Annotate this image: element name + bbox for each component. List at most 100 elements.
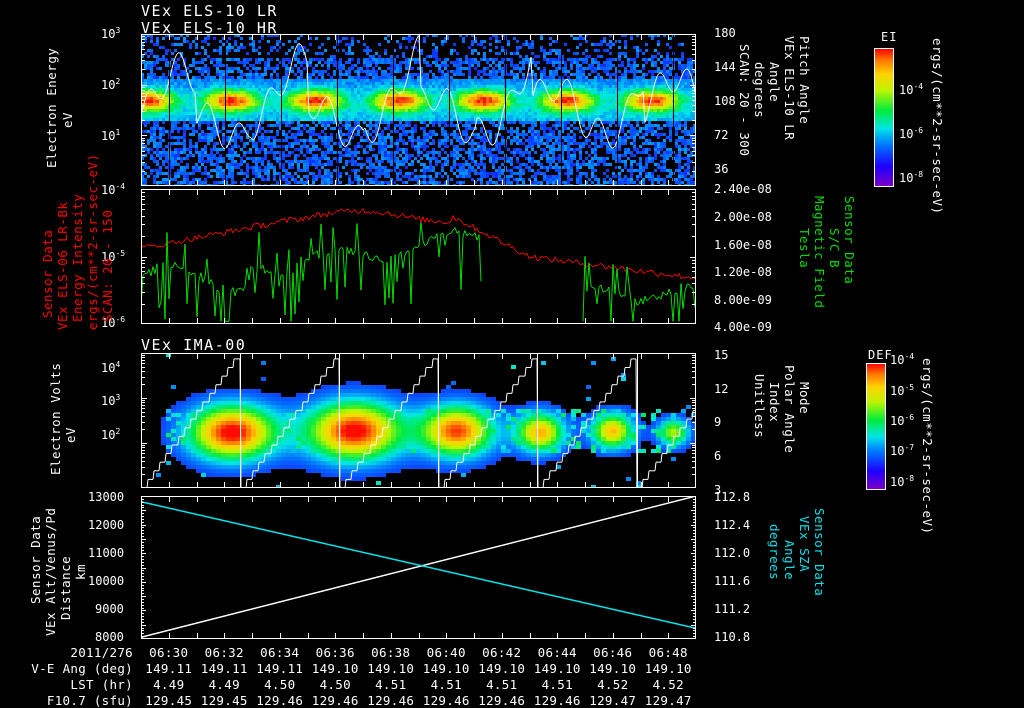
altitude-sza-plot (141, 496, 696, 639)
bottom-row-value: 4.50 (319, 677, 351, 692)
panel3-title: VEx IMA-00 (141, 336, 247, 354)
panel2-right-name-3: Tesla (797, 228, 812, 269)
bottom-row-value: 129.46 (256, 693, 304, 708)
panel4-ytick-12000: 12000 (88, 518, 125, 532)
panel4-ytick-8000: 8000 (95, 630, 124, 644)
bottom-row-value: 129.47 (589, 693, 637, 708)
bottom-row-label: 2011/276 (70, 645, 133, 660)
panel3-ytick-e3: 103 (101, 393, 121, 408)
panel2-rtick-5: 4.00e-09 (714, 320, 772, 334)
bottom-row-value: 129.46 (422, 693, 470, 708)
panel2-rtick-1: 2.00e-08 (714, 210, 772, 224)
panel1-left-axis-name: Electron Energy (44, 47, 59, 168)
panel3-left-axis-name: Electron Volts (48, 362, 63, 475)
bottom-row-label: V-E Ang (deg) (31, 661, 133, 676)
panel3-ytick-e2: 102 (101, 427, 121, 442)
panel1-right-name-1: VEx ELS-10 LR (782, 36, 797, 141)
ei-colorbar-units: ergs/(cm**2-sr-sec-eV) (930, 38, 945, 215)
bottom-row-value: 129.46 (533, 693, 581, 708)
panel1-left-axis-unit: eV (60, 111, 75, 128)
panel2-left-name-0: Sensor Data (40, 229, 55, 318)
panel2-rtick-4: 8.00e-09 (714, 293, 772, 307)
ima-spectrogram-plot (141, 353, 696, 488)
panel2-left-name-3: ergs/(cm**2-sr-sec-eV) (85, 153, 100, 330)
bottom-row-value: 149.10 (478, 661, 526, 676)
bottom-row-value: 129.45 (200, 693, 248, 708)
bottom-row-label: LST (hr) (70, 677, 133, 692)
panel1-rtick-180: 180 (714, 26, 736, 40)
panel3-right-name-2: Index (767, 382, 782, 423)
panel4-right-name-2: Angle (782, 540, 797, 581)
energy-intensity-bfield-plot (141, 189, 696, 324)
panel4-rtick-4: 111.2 (714, 602, 751, 616)
bottom-row-value: 149.10 (422, 661, 470, 676)
bottom-row-value: 149.10 (533, 661, 581, 676)
bottom-row-value: 4.49 (153, 677, 185, 692)
panel3-ytick-e4: 104 (101, 360, 121, 375)
panel3-right-name-3: Unitless (752, 374, 767, 439)
panel4-rtick-3: 111.6 (714, 574, 751, 588)
bottom-row-value: 149.10 (589, 661, 637, 676)
bottom-row-value: 06:40 (426, 645, 466, 660)
bottom-row-value: 4.51 (486, 677, 518, 692)
panel4-rtick-0: 112.8 (714, 490, 751, 504)
panel1-title-lr: VEx ELS-10 LR (141, 2, 278, 20)
def-colorbar-tick-3: 10-7 (890, 443, 915, 458)
panel4-ytick-11000: 11000 (88, 546, 125, 560)
def-colorbar-units: ergs/(cm**2-sr-sec-eV) (920, 358, 935, 535)
bottom-row-value: 129.46 (367, 693, 415, 708)
bottom-row-value: 4.50 (264, 677, 296, 692)
bottom-row-value: 4.49 (208, 677, 240, 692)
panel4-ytick-9000: 9000 (95, 602, 124, 616)
panel2-rtick-2: 1.60e-08 (714, 238, 772, 252)
panel2-right-name-0: Sensor Data (842, 196, 857, 285)
panel4-right-name-3: degrees (767, 524, 782, 581)
bottom-row-value: 149.10 (644, 661, 692, 676)
panel4-left-name-0: Sensor Data (28, 515, 43, 604)
panel4-left-name-3: km (73, 563, 88, 580)
bottom-row-value: 4.51 (541, 677, 573, 692)
panel1-ytick-100: 102 (101, 77, 121, 92)
panel3-right-name-0: Mode (797, 382, 812, 415)
panel4-left-name-2: Distance (58, 555, 73, 620)
bottom-row-value: 4.52 (652, 677, 684, 692)
panel3-left-axis-unit: eV (63, 426, 78, 443)
panel1-right-name-4: SCAN: 20 - 300 (737, 44, 752, 157)
panel1-rtick-36: 36 (714, 162, 729, 176)
panel4-ytick-10000: 10000 (88, 574, 125, 588)
panel1-ytick-1000: 103 (101, 26, 121, 41)
panel3-rtick-3: 3 (714, 483, 722, 497)
panel1-title-hr: VEx ELS-10 HR (141, 19, 278, 37)
panel2-right-name-2: Magnetic Field (812, 196, 827, 309)
bottom-row-value: 149.11 (145, 661, 193, 676)
panel2-ytick-e5: 10-5 (101, 249, 126, 264)
panel1-rtick-144: 144 (714, 60, 736, 74)
panel1-right-name-0: Pitch Angle (797, 36, 812, 125)
ei-colorbar-tick-0: 10-4 (899, 82, 924, 97)
els-spectrogram-plot (141, 34, 696, 186)
panel1-rtick-72: 72 (714, 128, 729, 142)
panel1-right-name-3: degrees (752, 62, 767, 119)
panel4-ytick-13000: 13000 (88, 490, 125, 504)
ei-colorbar-gradient (874, 48, 894, 187)
ei-colorbar-label: EI (881, 30, 898, 44)
ei-colorbar-tick-2: 10-8 (899, 170, 924, 185)
def-colorbar-tick-4: 10-8 (890, 474, 915, 489)
bottom-row-value: 4.51 (375, 677, 407, 692)
bottom-row-value: 06:30 (149, 645, 189, 660)
panel2-left-name-1: VEx ELS-06 LR-Bk (55, 201, 70, 330)
panel1-right-name-2: Angle (767, 62, 782, 103)
panel2-ytick-e4: 10-4 (101, 182, 126, 197)
bottom-row-value: 129.45 (145, 693, 193, 708)
bottom-row-value: 149.11 (256, 661, 304, 676)
panel3-right-name-1: Polar Angle (782, 365, 797, 454)
bottom-row-value: 149.10 (311, 661, 359, 676)
panel3-rtick-6: 6 (714, 449, 722, 463)
bottom-row-value: 06:42 (482, 645, 522, 660)
panel2-left-name-4: SCAN: 20 - 150 (100, 209, 115, 322)
panel4-rtick-2: 112.0 (714, 546, 751, 560)
def-colorbar-tick-2: 10-6 (890, 413, 915, 428)
panel1-rtick-108: 108 (714, 94, 736, 108)
panel4-right-name-1: VEx SZA (797, 516, 812, 573)
panel2-ytick-e6: 10-6 (101, 315, 126, 330)
